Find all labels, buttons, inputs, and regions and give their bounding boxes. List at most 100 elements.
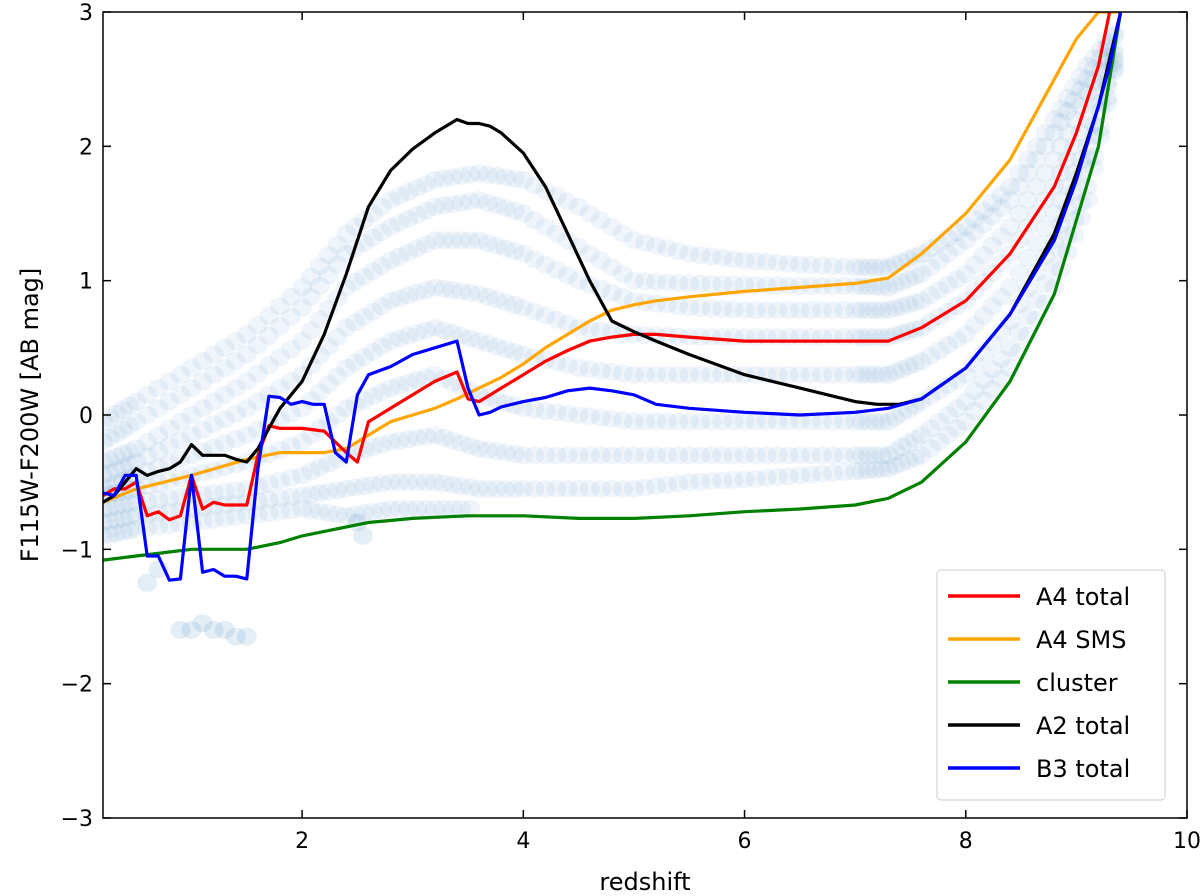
background-point [823,446,843,465]
background-point [119,508,140,527]
background-point [380,251,401,270]
background-point [336,399,357,418]
background-point [354,307,374,326]
background-point [371,435,392,454]
background-point [380,291,401,310]
background-point [789,365,810,384]
background-point [112,445,133,463]
background-point [214,509,235,528]
background-point [469,285,490,304]
background-point [451,434,472,453]
background-point [557,404,578,423]
background-point [407,205,428,224]
background-point [982,193,1003,212]
background-point [635,234,655,253]
background-point [834,301,855,320]
background-point [345,353,366,372]
background-point [225,430,246,449]
background-point [1026,290,1047,309]
background-point [513,446,534,465]
background-point [679,446,700,465]
background-point [214,338,235,357]
background-point [380,191,401,210]
background-point [126,520,147,539]
background-point [486,337,507,356]
background-point [756,301,777,320]
background-point [424,278,445,297]
background-point [871,412,892,431]
background-point [756,468,777,487]
background-point [568,359,589,377]
background-point [407,179,428,197]
background-point [690,472,711,491]
background-point [318,246,339,265]
background-point [723,446,744,465]
background-point [973,391,994,410]
background-point [898,357,919,376]
background-point [1057,89,1078,107]
background-point [112,509,133,528]
background-point [734,470,755,489]
background-point [292,278,313,297]
background-point [823,301,843,320]
background-point [778,301,799,320]
background-point [486,196,507,215]
background-point [920,258,941,277]
background-point [973,306,994,325]
background-point [433,321,454,340]
background-point [504,342,525,361]
background-point [225,481,246,500]
background-point [103,408,120,427]
background-point [513,204,534,223]
background-point [1097,94,1118,113]
background-point [214,482,235,501]
background-point [398,430,419,449]
background-point [225,508,246,527]
background-point [203,392,224,411]
background-point [270,379,290,398]
background-point [834,277,855,295]
background-point [292,432,313,451]
background-point [103,513,113,532]
background-point [767,365,788,384]
background-point [103,412,113,431]
background-point [301,462,321,481]
background-point [1035,123,1056,142]
background-point [865,258,886,277]
background-point [495,199,516,218]
background-point [469,231,490,250]
background-point [1000,191,1020,210]
background-point [495,168,516,187]
background-point [535,255,556,274]
background-point [469,164,490,183]
background-point [398,286,419,305]
background-point [800,256,821,275]
background-point [513,244,534,263]
background-point [904,449,925,467]
background-point [723,250,744,269]
background-point [119,442,140,461]
background-point [964,316,985,334]
background-point [557,446,578,465]
background-point [904,267,925,286]
background-point [258,490,279,509]
background-point [389,473,410,492]
background-point [281,469,301,488]
background-point [938,244,959,263]
y-tick-label: 1 [79,270,93,295]
background-point [469,332,490,351]
legend-label-a4-total: A4 total [1036,583,1130,611]
background-point [416,235,436,254]
background-point [590,211,611,230]
background-point [362,438,383,457]
background-point [486,166,507,185]
background-point [513,298,534,317]
series-line-b3-total [103,12,1123,582]
background-point [1050,113,1071,132]
background-point [657,273,678,292]
background-point [424,500,445,518]
background-point [982,207,1003,226]
background-point [126,412,147,431]
background-point [225,627,246,646]
background-point [407,473,428,492]
